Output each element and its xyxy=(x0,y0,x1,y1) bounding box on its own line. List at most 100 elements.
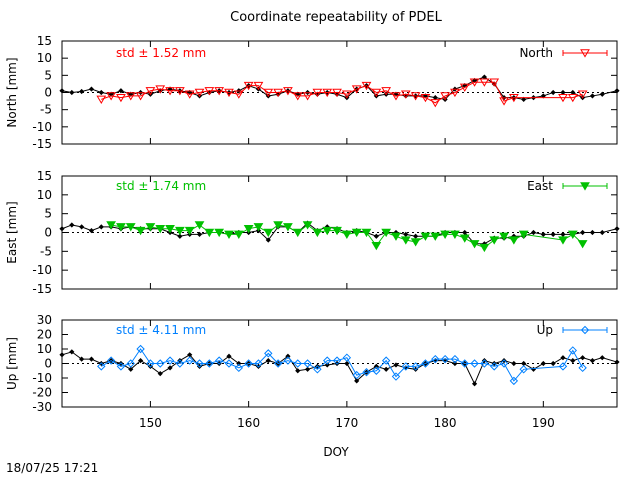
east-reference-point xyxy=(88,228,95,234)
east-series-point xyxy=(283,223,293,232)
up-reference-point xyxy=(295,368,301,374)
up-series-point xyxy=(303,359,312,368)
up-series-point xyxy=(372,366,381,375)
north-series-point xyxy=(469,78,480,87)
up-series-point xyxy=(195,359,204,368)
east-series-point xyxy=(381,228,392,238)
up-series-point xyxy=(509,376,519,386)
east-series-point xyxy=(518,230,529,239)
east-series-point xyxy=(312,228,323,238)
up-reference-point xyxy=(540,360,546,367)
east-series-point xyxy=(567,230,578,239)
up-reference-point xyxy=(550,360,556,367)
east-series-line xyxy=(111,224,583,249)
east-reference-point xyxy=(373,233,379,239)
east-series-point xyxy=(391,232,401,241)
east-ytick-label: 5 xyxy=(44,207,52,221)
up-reference-point xyxy=(471,381,478,387)
up-series-point xyxy=(224,359,234,368)
up-reference-point xyxy=(344,360,350,367)
east-reference-point xyxy=(540,231,546,237)
north-series-point xyxy=(145,87,156,96)
up-series-point xyxy=(146,359,155,368)
up-reference-point xyxy=(167,365,173,371)
up-reference-point xyxy=(511,360,517,367)
north-ytick-label: 0 xyxy=(44,86,52,100)
north-series-point xyxy=(410,92,421,101)
east-series-point xyxy=(400,236,411,245)
north-reference-point xyxy=(570,89,576,96)
east-series-point xyxy=(155,225,166,234)
east-series-point xyxy=(351,228,362,238)
up-reference-point xyxy=(285,353,291,359)
up-reference-point xyxy=(265,358,271,364)
north-series-point xyxy=(499,97,509,106)
up-series-point xyxy=(401,362,411,371)
east-reference-point xyxy=(462,229,468,236)
north-reference-point xyxy=(589,93,596,99)
up-series-point xyxy=(352,370,361,380)
east-reference-point xyxy=(580,229,586,236)
east-reference-point xyxy=(560,231,566,237)
x-tick-label: 170 xyxy=(335,416,358,430)
north-series-point xyxy=(322,88,333,98)
east-series-point xyxy=(253,223,264,232)
north-series-point xyxy=(440,92,450,101)
up-ytick-label: -20 xyxy=(32,386,52,400)
east-series-point xyxy=(459,234,470,243)
east-reference-point xyxy=(481,241,487,247)
north-series-point xyxy=(243,81,254,91)
north-reference-point xyxy=(403,93,409,99)
up-series-point xyxy=(342,353,352,362)
up-series-point xyxy=(205,359,214,368)
east-series-point xyxy=(165,225,175,234)
east-ytick-label: 10 xyxy=(37,188,52,202)
north-y-axis-label: North [mm] xyxy=(5,57,19,127)
up-series-point xyxy=(126,359,135,368)
up-reference-point xyxy=(137,358,144,364)
east-series-point xyxy=(263,228,274,238)
up-reference-point xyxy=(570,358,576,364)
east-series-point xyxy=(361,228,372,238)
east-series-point xyxy=(204,228,215,238)
north-reference-point xyxy=(599,91,605,97)
north-ytick-label: 15 xyxy=(37,34,52,48)
up-series-point xyxy=(136,344,145,354)
up-ytick-label: -30 xyxy=(32,400,52,414)
up-series-point xyxy=(440,354,450,364)
up-reference-point xyxy=(324,362,330,368)
east-series-point xyxy=(145,223,156,232)
up-reference-point xyxy=(393,362,399,368)
up-series-point xyxy=(431,354,440,364)
north-reference-point xyxy=(422,93,429,99)
north-reference-point xyxy=(79,88,85,95)
north-series-point xyxy=(479,78,490,87)
up-series-point xyxy=(283,356,293,365)
north-series-point xyxy=(214,87,225,96)
north-std-label: std ± 1.52 mm xyxy=(116,46,206,60)
up-series-point xyxy=(499,359,509,368)
up-reference-point xyxy=(452,360,458,367)
north-reference-point xyxy=(88,86,95,92)
north-reference-point xyxy=(432,95,438,101)
north-series-point xyxy=(273,88,283,98)
north-series-point xyxy=(312,88,323,98)
east-series-point xyxy=(489,236,500,245)
x-axis-label: DOY xyxy=(323,445,349,459)
north-series-point xyxy=(361,81,372,91)
east-series-point xyxy=(302,221,313,230)
up-reference-point xyxy=(560,355,566,361)
up-series-point xyxy=(106,356,116,365)
east-series-point xyxy=(469,240,480,249)
up-reference-point xyxy=(187,352,193,358)
up-series-point xyxy=(273,359,283,368)
east-ytick-label: -5 xyxy=(40,244,52,258)
timestamp: 18/07/25 17:21 xyxy=(6,461,99,475)
east-series-point xyxy=(479,243,490,253)
north-reference-point xyxy=(69,89,75,96)
north-series-point xyxy=(567,93,578,103)
up-reference-point xyxy=(432,358,438,364)
north-series-point xyxy=(430,99,441,108)
up-reference-point xyxy=(373,363,379,369)
